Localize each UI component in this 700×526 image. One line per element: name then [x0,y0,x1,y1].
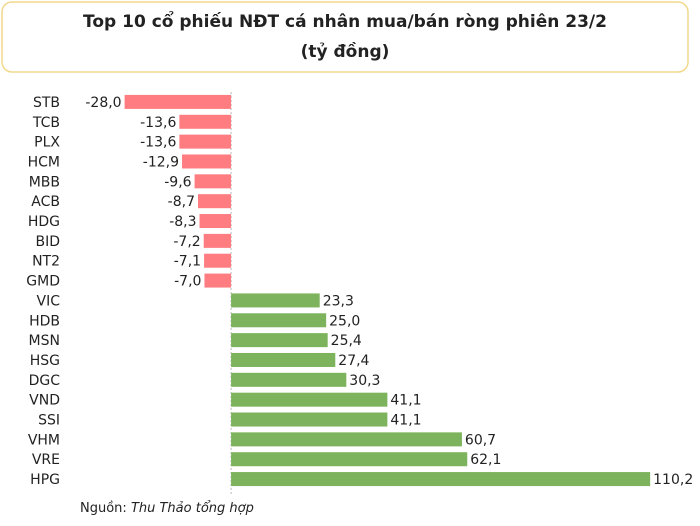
value-label: 110,2 [653,472,693,488]
bar [231,472,651,487]
source-label: Nguồn: [80,501,127,516]
bar [231,293,320,308]
source: Nguồn: Thu Thảo tổng hợp [80,501,254,516]
bar [198,194,232,209]
value-label: 41,1 [390,393,421,409]
value-label: 41,1 [390,413,421,429]
value-label: -8,7 [168,194,195,210]
y-tick-label: HDB [29,313,60,329]
bar [231,412,388,427]
value-label: 62,1 [470,452,501,468]
y-tick-label: MBB [29,174,60,190]
y-tick-label: VHM [28,432,60,448]
y-tick-label: HSG [30,353,60,369]
bar [179,134,232,149]
bar [231,432,462,447]
bar [231,313,327,328]
y-tick-label: MSN [29,333,60,349]
y-tick-label: GMD [26,274,60,290]
value-label: 60,7 [465,432,496,448]
value-label: -12,9 [143,154,179,170]
chart-title: Top 10 cổ phiếu NĐT cá nhân mua/bán ròng… [83,10,607,32]
y-tick-label: STB [33,95,60,111]
bar [179,114,232,129]
y-tick-label: PLX [34,135,60,151]
value-label: -7,2 [173,234,200,250]
bar [231,372,347,387]
value-label: 27,4 [338,353,369,369]
y-tick-label: DGC [29,373,61,389]
bar [194,174,232,189]
title-box [1,1,689,73]
bar [204,253,232,268]
value-label: -7,1 [174,254,201,270]
y-tick-label: HPG [30,472,60,488]
y-tick-label: ACB [31,194,60,210]
bar [204,273,232,288]
value-label: -7,0 [174,274,201,290]
y-tick-label: VRE [32,452,60,468]
value-label: -8,3 [169,214,196,230]
value-label: 30,3 [349,373,380,389]
value-label: 25,4 [331,333,362,349]
value-label: -13,6 [140,135,176,151]
bar [199,214,232,229]
bar [124,94,232,109]
bar [231,392,388,407]
y-tick-label: TCB [32,115,60,131]
y-tick-label: BID [35,234,60,250]
value-label: -28,0 [85,95,121,111]
bar [231,352,336,367]
y-tick-label: VND [29,393,60,409]
value-label: 23,3 [323,293,354,309]
bar [203,233,232,248]
value-label: 25,0 [329,313,360,329]
y-tick-label: VIC [37,293,61,309]
bar [231,333,328,348]
value-label: -13,6 [140,115,176,131]
y-tick-label: HCM [28,154,60,170]
value-label: -9,6 [164,174,191,190]
y-tick-label: NT2 [32,254,60,270]
bar [182,154,232,169]
y-tick-label: SSI [38,413,60,429]
chart-subtitle: (tỷ đồng) [301,41,390,62]
bar [231,452,468,467]
source-text: Thu Thảo tổng hợp [131,501,254,516]
y-tick-label: HDG [28,214,60,230]
